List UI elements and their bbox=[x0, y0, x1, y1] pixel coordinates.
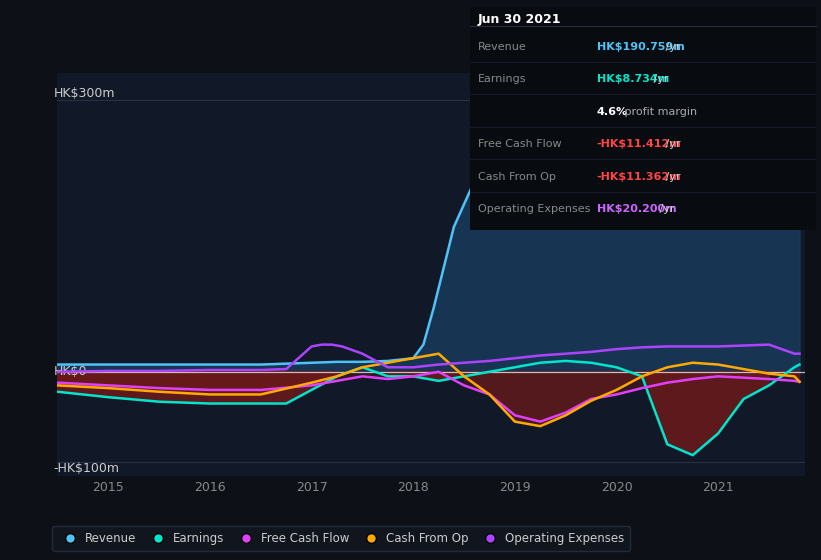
Text: HK$190.759m: HK$190.759m bbox=[597, 42, 685, 52]
Text: /yr: /yr bbox=[662, 172, 681, 182]
Text: -HK$11.362m: -HK$11.362m bbox=[597, 172, 681, 182]
Text: /yr: /yr bbox=[662, 42, 681, 52]
Text: Free Cash Flow: Free Cash Flow bbox=[478, 139, 562, 150]
Text: Revenue: Revenue bbox=[478, 42, 526, 52]
Text: profit margin: profit margin bbox=[621, 107, 697, 117]
Text: /yr: /yr bbox=[650, 74, 668, 85]
Text: HK$20.200m: HK$20.200m bbox=[597, 204, 677, 214]
Text: Jun 30 2021: Jun 30 2021 bbox=[478, 12, 562, 26]
Text: -HK$11.412m: -HK$11.412m bbox=[597, 139, 681, 150]
Text: /yr: /yr bbox=[656, 204, 675, 214]
Text: HK$8.734m: HK$8.734m bbox=[597, 74, 669, 85]
Text: Operating Expenses: Operating Expenses bbox=[478, 204, 590, 214]
Text: Cash From Op: Cash From Op bbox=[478, 172, 556, 182]
Text: HK$0: HK$0 bbox=[53, 365, 87, 379]
Text: 4.6%: 4.6% bbox=[597, 107, 628, 117]
Text: Earnings: Earnings bbox=[478, 74, 526, 85]
Text: /yr: /yr bbox=[662, 139, 681, 150]
Text: -HK$100m: -HK$100m bbox=[53, 463, 120, 475]
Legend: Revenue, Earnings, Free Cash Flow, Cash From Op, Operating Expenses: Revenue, Earnings, Free Cash Flow, Cash … bbox=[53, 526, 631, 550]
Text: HK$300m: HK$300m bbox=[53, 87, 115, 100]
